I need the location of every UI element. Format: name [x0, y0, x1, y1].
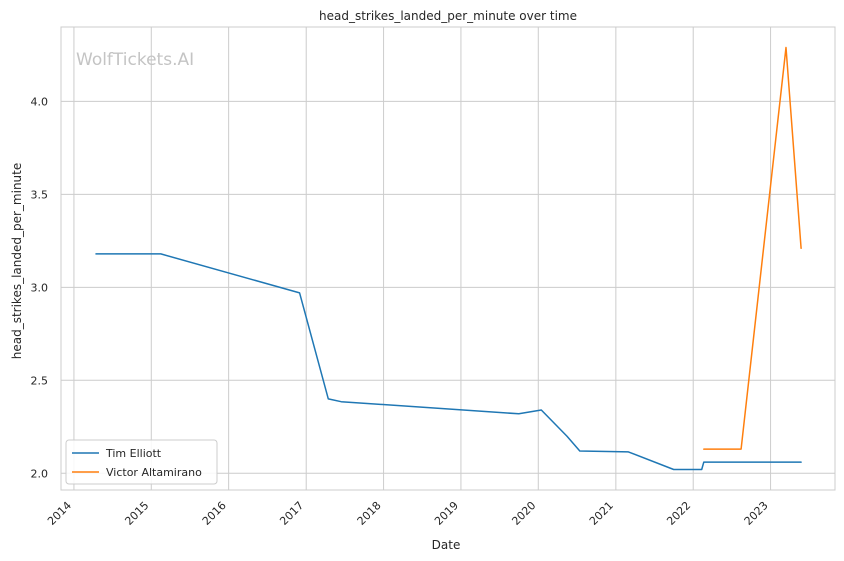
legend-label-0: Tim Elliott	[105, 447, 162, 460]
y-tick-label-3: 3.5	[31, 188, 49, 201]
grid	[61, 27, 835, 490]
y-axis-label: head_strikes_landed_per_minute	[10, 163, 24, 360]
series-line-1	[703, 46, 802, 450]
legend-label-1: Victor Altamirano	[106, 466, 202, 479]
y-tick-label-1: 2.5	[31, 374, 49, 387]
legend: Tim Elliott Victor Altamirano	[65, 439, 218, 485]
y-tick-label-0: 2.0	[31, 467, 49, 480]
chart-title: head_strikes_landed_per_minute over time	[319, 9, 577, 23]
y-tick-labels: 2.0 2.5 3.0 3.5 4.0	[31, 95, 49, 480]
y-tick-label-4: 4.0	[31, 95, 49, 108]
y-tick-label-2: 3.0	[31, 281, 49, 294]
watermark: WolfTickets.AI	[76, 50, 194, 70]
plot-frame	[60, 26, 836, 491]
legend-frame	[65, 439, 218, 485]
series-line-0	[95, 253, 802, 471]
series-layer	[95, 46, 802, 471]
x-axis-label: Date	[432, 538, 461, 552]
